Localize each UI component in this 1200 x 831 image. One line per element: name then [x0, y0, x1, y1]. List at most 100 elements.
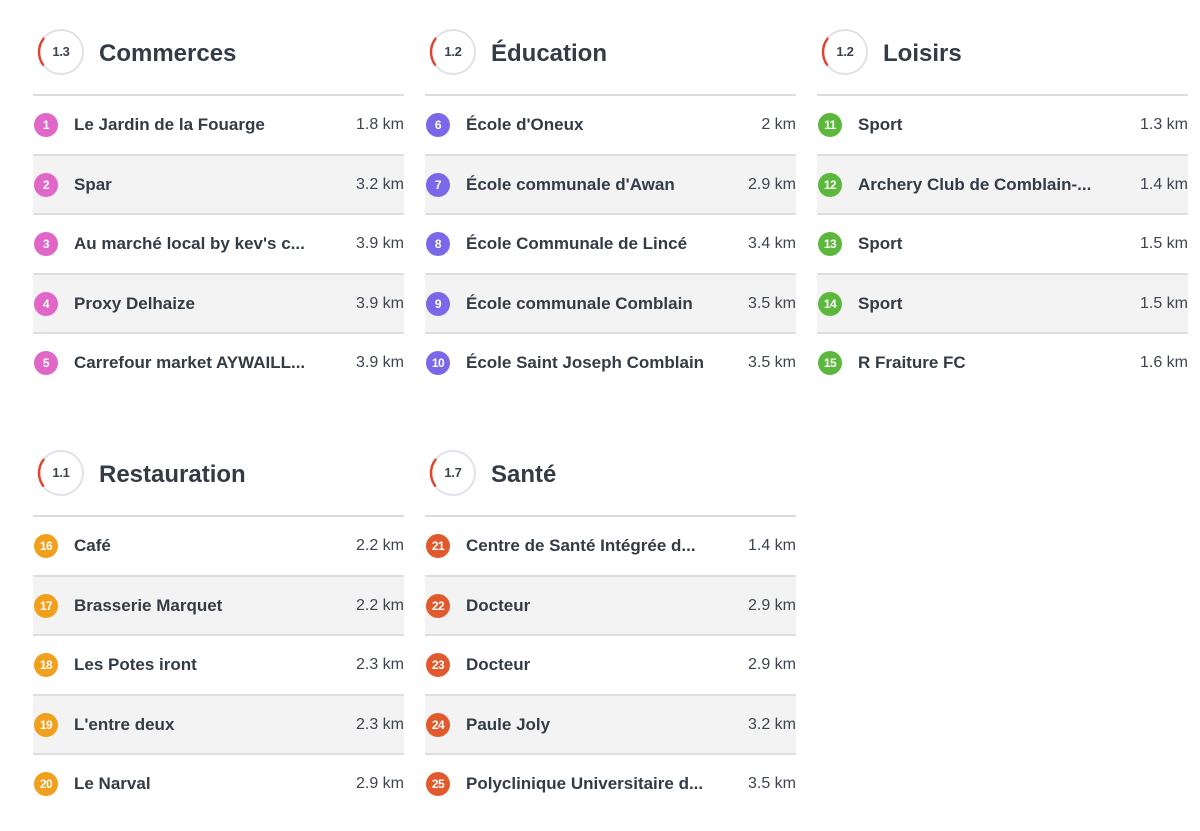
score-value: 1.2 — [444, 44, 462, 59]
section-restauration: 1.1 Restauration 16 Café 2.2 km 17 Brasserie M… — [33, 421, 404, 815]
place-distance: 1.5 km — [1139, 294, 1188, 312]
marker-number-badge: 7 — [426, 172, 450, 197]
place-distance: 3.5 km — [747, 294, 796, 312]
list-item[interactable]: 21 Centre de Santé Intégrée d... 1.4 km — [425, 517, 796, 577]
score-ring-icon — [821, 28, 869, 76]
marker-number-badge: 1 — [34, 113, 58, 137]
list-item[interactable]: 14 Sport 1.5 km — [817, 274, 1188, 334]
marker-number-badge: 13 — [818, 232, 842, 256]
place-distance: 2.9 km — [747, 175, 796, 193]
place-name: École d'Oneux — [466, 115, 584, 134]
list-item[interactable]: 1 Le Jardin de la Fouarge 1.8 km — [33, 96, 404, 156]
list-item[interactable]: 6 École d'Oneux 2 km — [425, 96, 796, 156]
list-item[interactable]: 2 Spar 3.2 km — [33, 155, 404, 215]
place-name: Archery Club de Comblain-... — [858, 174, 1092, 194]
marker-number-badge: 16 — [34, 534, 58, 558]
marker-number-badge: 22 — [426, 593, 450, 618]
list-item[interactable]: 7 École communale d'Awan 2.9 km — [425, 155, 796, 215]
place-name: Les Potes iront — [74, 655, 197, 674]
score-badge: 1.3 — [36, 27, 86, 77]
place-name: Le Jardin de la Fouarge — [74, 115, 265, 134]
marker-number-badge: 25 — [426, 772, 450, 796]
score-ring-icon — [429, 28, 477, 76]
place-name: Centre de Santé Intégrée d... — [466, 536, 696, 555]
score-ring-icon — [37, 449, 85, 497]
place-name: Docteur — [466, 595, 531, 615]
place-distance: 3.9 km — [355, 354, 404, 371]
list-item[interactable]: 24 Paule Joly 3.2 km — [425, 695, 796, 755]
place-distance: 1.3 km — [1139, 116, 1188, 133]
list-item[interactable]: 8 École Communale de Lincé 3.4 km — [425, 215, 796, 275]
score-badge: 1.2 — [428, 27, 478, 77]
section-education: 1.2 Éducation 6 École d'Oneux 2 km 7 École com… — [425, 0, 796, 394]
place-name: Sport — [858, 234, 903, 253]
list-item[interactable]: 12 Archery Club de Comblain-... 1.4 km — [817, 155, 1188, 215]
section-header: 1.7 Santé — [425, 421, 796, 517]
marker-number-badge: 5 — [34, 351, 58, 375]
place-name: École communale d'Awan — [466, 174, 675, 194]
list-item[interactable]: 9 École communale Comblain 3.5 km — [425, 274, 796, 334]
place-name: Sport — [858, 293, 903, 313]
list-item[interactable]: 4 Proxy Delhaize 3.9 km — [33, 274, 404, 334]
list-item[interactable]: 10 École Saint Joseph Comblain 3.5 km — [425, 334, 796, 394]
list-item[interactable]: 16 Café 2.2 km — [33, 517, 404, 577]
list-item[interactable]: 15 R Fraiture FC 1.6 km — [817, 334, 1188, 394]
list-item[interactable]: 17 Brasserie Marquet 2.2 km — [33, 576, 404, 636]
list-item[interactable]: 22 Docteur 2.9 km — [425, 576, 796, 636]
place-distance: 2.2 km — [355, 537, 404, 554]
marker-number-badge: 9 — [426, 291, 450, 316]
list-item[interactable]: 3 Au marché local by kev's c... 3.9 km — [33, 215, 404, 275]
place-distance: 2.9 km — [355, 775, 404, 792]
place-name: Au marché local by kev's c... — [74, 234, 305, 253]
place-name: Docteur — [466, 655, 531, 674]
place-name: R Fraiture FC — [858, 353, 966, 372]
score-value: 1.1 — [52, 465, 70, 480]
place-distance: 1.4 km — [1139, 175, 1188, 193]
place-distance: 2.9 km — [747, 656, 796, 673]
marker-number-badge: 12 — [818, 172, 842, 197]
marker-number-badge: 11 — [818, 113, 842, 137]
score-ring-icon — [429, 449, 477, 497]
section-header: 1.1 Restauration — [33, 421, 404, 517]
section-title: Santé — [491, 461, 557, 488]
place-name: Proxy Delhaize — [74, 293, 195, 313]
place-name: Paule Joly — [466, 714, 551, 734]
list-item[interactable]: 20 Le Narval 2.9 km — [33, 755, 404, 815]
place-distance: 3.2 km — [747, 715, 796, 733]
place-distance: 1.6 km — [1139, 354, 1188, 371]
place-distance: 1.4 km — [747, 537, 796, 554]
place-distance: 3.2 km — [355, 175, 404, 193]
place-name: Carrefour market AYWAILL... — [74, 353, 306, 372]
score-value: 1.7 — [444, 465, 462, 480]
score-value: 1.2 — [836, 44, 854, 59]
list-item[interactable]: 18 Les Potes iront 2.3 km — [33, 636, 404, 696]
place-distance: 3.4 km — [747, 235, 796, 252]
place-name: Spar — [74, 174, 112, 194]
marker-number-badge: 10 — [426, 351, 450, 375]
place-distance: 2.9 km — [747, 596, 796, 614]
list-item[interactable]: 11 Sport 1.3 km — [817, 96, 1188, 156]
marker-number-badge: 6 — [426, 113, 450, 137]
place-name: École Communale de Lincé — [466, 234, 688, 253]
place-distance: 3.9 km — [355, 235, 404, 252]
marker-number-badge: 15 — [818, 351, 842, 375]
place-distance: 2.3 km — [355, 656, 404, 673]
list-item[interactable]: 23 Docteur 2.9 km — [425, 636, 796, 696]
marker-number-badge: 3 — [34, 232, 58, 256]
list-item[interactable]: 25 Polyclinique Universitaire d... 3.5 km — [425, 755, 796, 815]
place-distance: 2.3 km — [355, 715, 404, 733]
list-item[interactable]: 19 L'entre deux 2.3 km — [33, 695, 404, 755]
place-name: Sport — [858, 115, 903, 134]
marker-number-badge: 24 — [426, 712, 450, 737]
section-header: 1.3 Commerces — [33, 0, 404, 96]
list-item[interactable]: 13 Sport 1.5 km — [817, 215, 1188, 275]
marker-number-badge: 18 — [34, 653, 58, 677]
place-distance: 1.8 km — [355, 116, 404, 133]
place-name: École Saint Joseph Comblain — [466, 353, 705, 372]
score-badge: 1.2 — [820, 27, 870, 77]
section-commerces: 1.3 Commerces 1 Le Jardin de la Fouarge 1.8 … — [33, 0, 404, 394]
place-distance: 2.2 km — [355, 596, 404, 614]
marker-number-badge: 8 — [426, 232, 450, 256]
marker-number-badge: 20 — [34, 772, 58, 796]
list-item[interactable]: 5 Carrefour market AYWAILL... 3.9 km — [33, 334, 404, 394]
